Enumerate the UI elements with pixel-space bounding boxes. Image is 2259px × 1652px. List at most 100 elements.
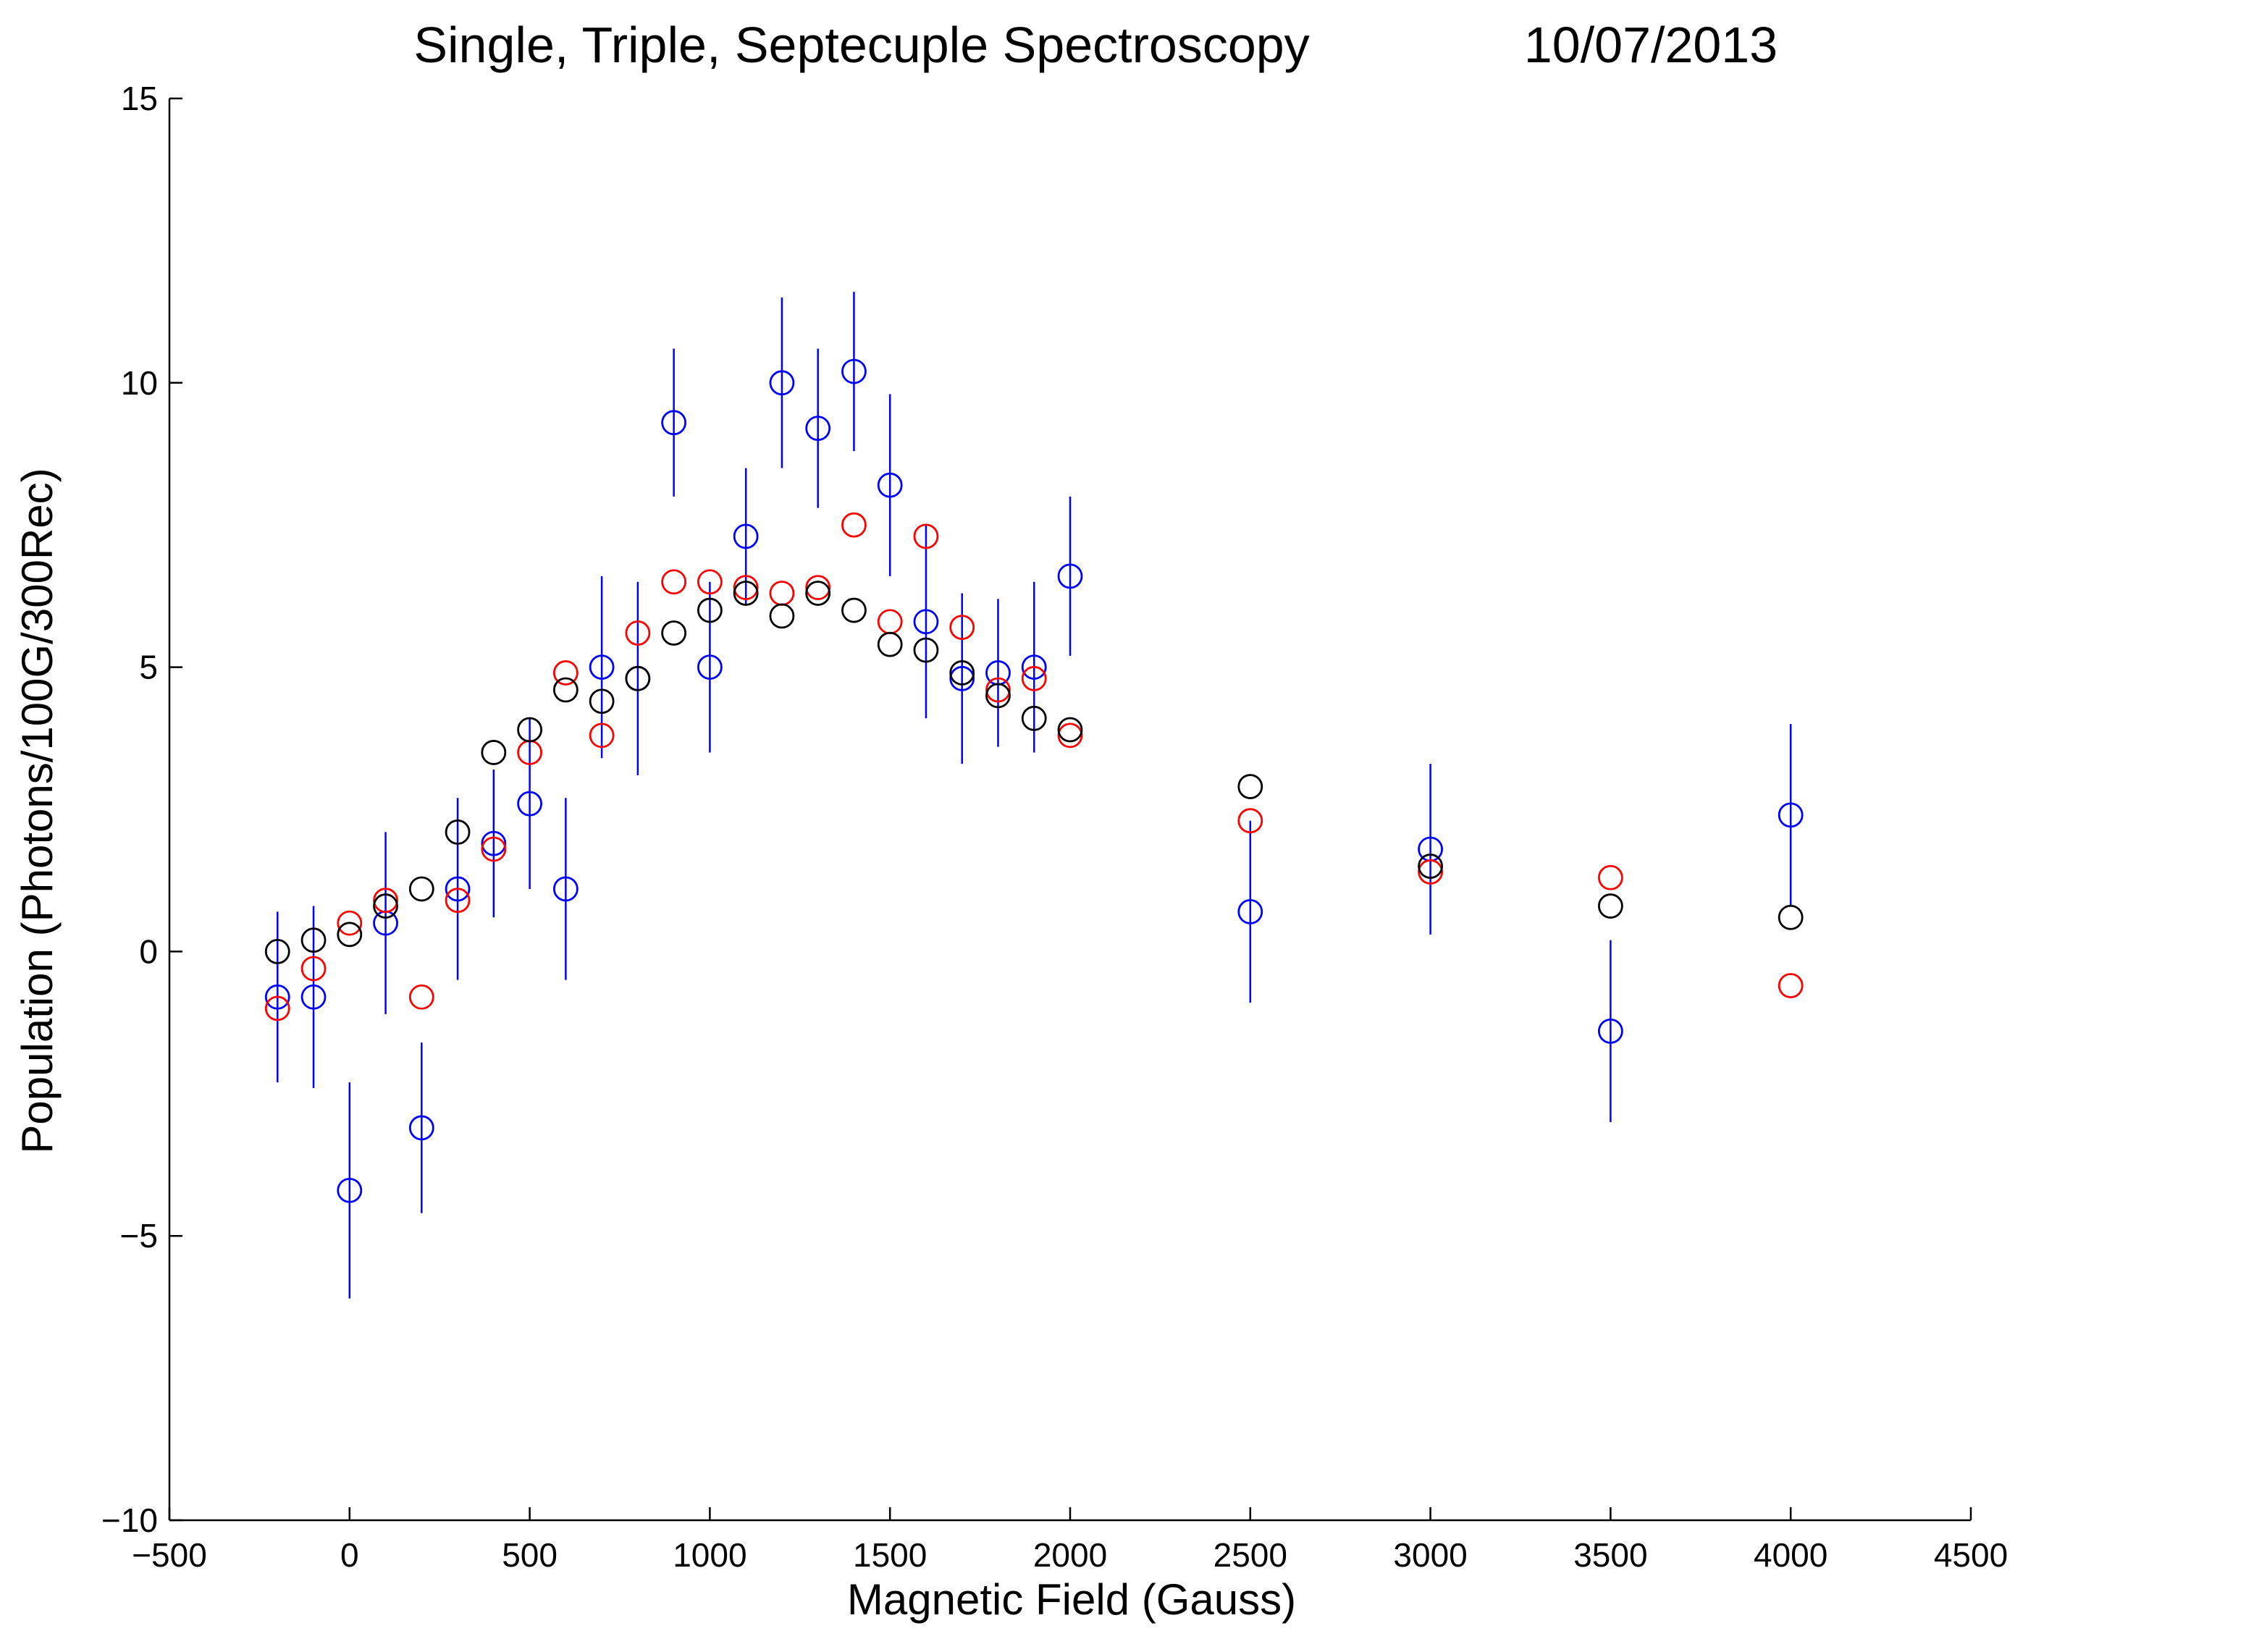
x-tick-label: 3500	[1573, 1536, 1647, 1574]
data-point	[1057, 717, 1083, 743]
data-point	[337, 910, 363, 936]
data-point	[949, 665, 975, 691]
data-point	[373, 893, 398, 919]
axes: −500 0 500 1000 1500 2000 2500 3000 3500 4000 4500…	[101, 80, 2008, 1574]
series-2	[264, 581, 1804, 964]
data-point	[661, 569, 687, 595]
data-point	[913, 637, 939, 663]
data-point	[300, 956, 327, 982]
data-point	[733, 523, 759, 549]
y-tick-label: −5	[120, 1217, 158, 1255]
data-point	[1418, 854, 1443, 879]
y-axis-label: Population (Photons/100G/300Rec)	[13, 468, 62, 1153]
data-point	[408, 876, 434, 902]
x-axis-label: Magnetic Field (Gauss)	[847, 1575, 1296, 1624]
data-point	[552, 677, 579, 703]
data-point	[1418, 859, 1443, 885]
data-point	[445, 819, 471, 845]
data-point	[841, 358, 867, 384]
data-point	[697, 597, 723, 623]
data-point	[769, 603, 795, 629]
data-point	[1057, 563, 1083, 589]
data-point	[841, 512, 867, 538]
data-point	[1237, 774, 1263, 799]
data-point	[589, 722, 615, 749]
series-0	[264, 292, 1804, 1299]
data-point	[1597, 1018, 1623, 1044]
data-point	[300, 984, 327, 1010]
data-point	[733, 575, 759, 601]
data-point	[1057, 722, 1083, 749]
chart-title: Single, Triple, Septecuple Spectroscopy	[413, 17, 1309, 73]
data-point	[264, 939, 290, 964]
data-point	[1778, 973, 1804, 998]
data-point	[805, 575, 831, 601]
data-point	[625, 620, 651, 646]
x-tick-label: 4500	[1934, 1536, 2008, 1574]
data-point	[1021, 654, 1047, 680]
data-point	[1778, 904, 1804, 930]
data-point	[337, 922, 363, 948]
data-point	[985, 683, 1011, 709]
data-point	[625, 665, 651, 691]
y-tick-label: 15	[121, 80, 158, 117]
data-point	[1237, 808, 1263, 834]
data-point	[769, 581, 795, 606]
data-point	[913, 523, 939, 549]
data-point	[481, 830, 507, 856]
data-point	[552, 876, 579, 902]
data-point	[1597, 864, 1623, 890]
data-point	[552, 660, 579, 686]
data-point	[697, 569, 723, 595]
data-point	[805, 416, 831, 442]
data-point	[264, 984, 290, 1010]
data-point	[805, 581, 831, 606]
series-1	[264, 512, 1804, 1021]
data-point	[841, 597, 867, 623]
chart-date: 10/07/2013	[1524, 17, 1778, 73]
data-point	[1021, 705, 1047, 731]
y-tick-label: 10	[121, 364, 158, 402]
data-point	[517, 791, 542, 817]
data-point	[300, 927, 327, 953]
data-point	[913, 609, 939, 635]
y-tick-label: 5	[139, 649, 158, 686]
data-point	[769, 370, 795, 396]
x-tick-label: 1000	[673, 1536, 746, 1574]
data-point	[517, 717, 542, 743]
data-point	[661, 410, 687, 436]
data-point	[877, 472, 903, 498]
y-tick-label: −10	[101, 1501, 158, 1539]
data-marks	[264, 292, 1804, 1299]
data-point	[949, 615, 975, 641]
data-point	[408, 984, 434, 1010]
data-point	[661, 620, 687, 646]
x-tick-label: −500	[132, 1536, 207, 1574]
data-point	[949, 660, 975, 686]
data-point	[589, 688, 615, 715]
data-point	[445, 888, 471, 914]
data-point	[408, 1115, 434, 1141]
x-tick-label: 0	[340, 1536, 359, 1574]
data-point	[985, 677, 1011, 703]
data-point	[589, 654, 615, 680]
x-tick-label: 3000	[1393, 1536, 1467, 1574]
data-point	[1597, 893, 1623, 919]
data-point	[445, 876, 471, 902]
data-point	[481, 740, 507, 765]
x-tick-label: 1500	[853, 1536, 927, 1574]
data-point	[481, 836, 507, 862]
data-point	[1021, 665, 1047, 691]
x-tick-label: 4000	[1754, 1536, 1827, 1574]
data-point	[1778, 802, 1804, 828]
data-point	[1237, 899, 1263, 924]
x-tick-label: 2000	[1033, 1536, 1107, 1574]
data-point	[877, 609, 903, 635]
x-tick-label: 2500	[1213, 1536, 1287, 1574]
data-point	[697, 654, 723, 680]
data-point	[337, 1177, 363, 1203]
data-point	[373, 888, 398, 914]
data-point	[877, 631, 903, 657]
data-point	[264, 995, 290, 1021]
x-tick-label: 500	[502, 1536, 558, 1574]
